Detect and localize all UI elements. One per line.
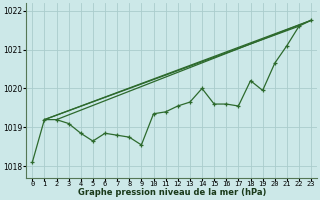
X-axis label: Graphe pression niveau de la mer (hPa): Graphe pression niveau de la mer (hPa)	[77, 188, 266, 197]
